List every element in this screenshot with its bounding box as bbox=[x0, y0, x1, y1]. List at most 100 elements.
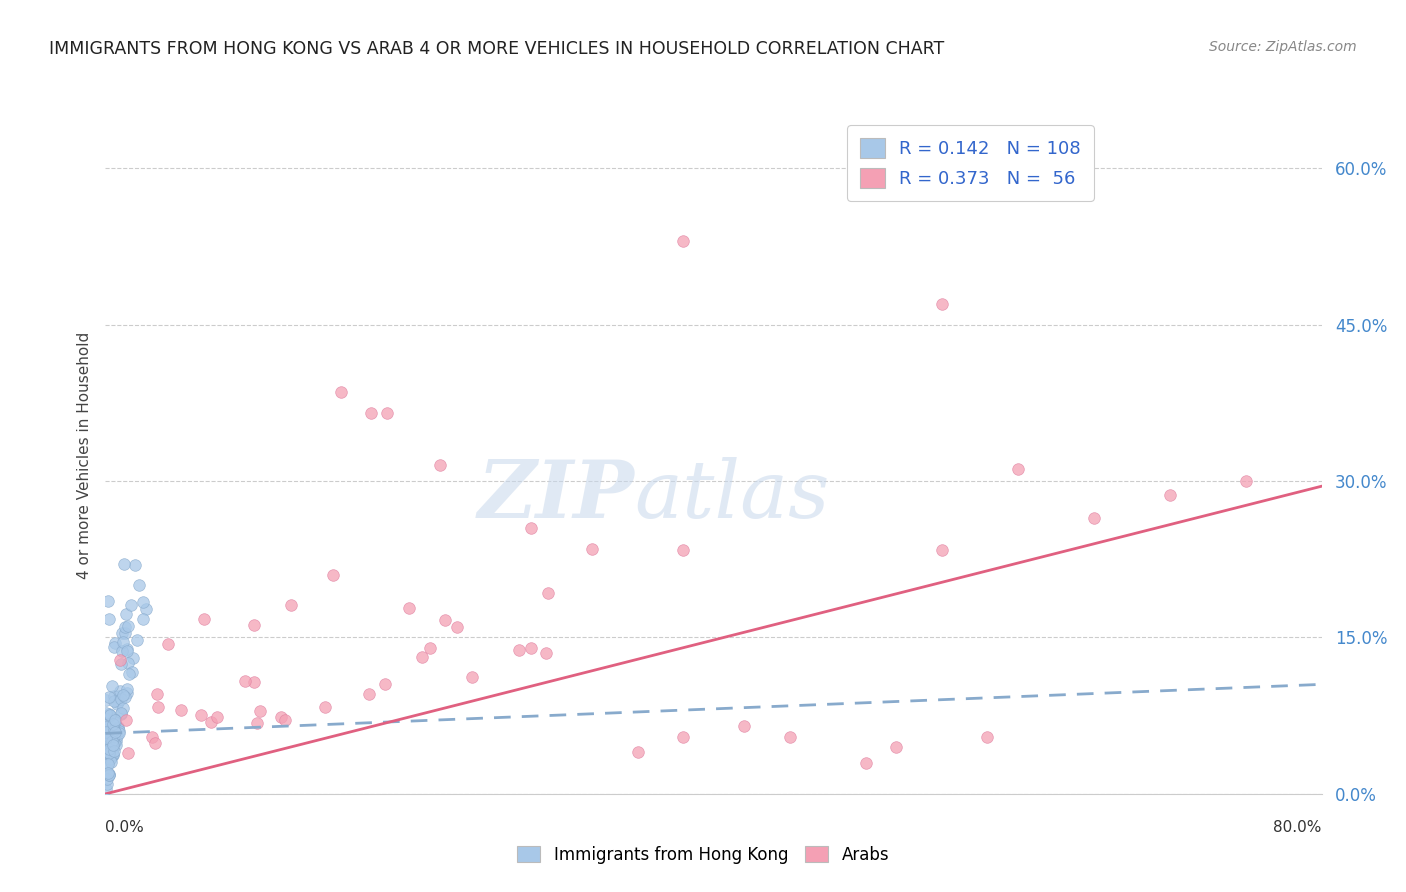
Point bbox=[96, 745, 118, 759]
Point bbox=[108, 723, 131, 738]
Point bbox=[274, 713, 297, 727]
Point bbox=[976, 730, 998, 744]
Point bbox=[96, 747, 118, 762]
Point bbox=[141, 731, 163, 745]
Point bbox=[114, 690, 136, 705]
Point bbox=[108, 689, 131, 703]
Point bbox=[124, 558, 146, 572]
Point bbox=[884, 739, 907, 754]
Text: ZIP: ZIP bbox=[478, 457, 634, 534]
Point bbox=[97, 740, 120, 755]
Point bbox=[97, 706, 120, 721]
Text: 0.0%: 0.0% bbox=[105, 821, 145, 835]
Point bbox=[98, 766, 121, 780]
Point bbox=[104, 727, 127, 741]
Point bbox=[145, 736, 167, 750]
Point bbox=[103, 694, 125, 708]
Point bbox=[114, 620, 136, 634]
Point bbox=[359, 687, 381, 701]
Point bbox=[120, 598, 142, 612]
Point bbox=[1234, 474, 1257, 488]
Text: IMMIGRANTS FROM HONG KONG VS ARAB 4 OR MORE VEHICLES IN HOUSEHOLD CORRELATION CH: IMMIGRANTS FROM HONG KONG VS ARAB 4 OR M… bbox=[49, 40, 945, 58]
Point bbox=[1159, 488, 1181, 502]
Legend: Immigrants from Hong Kong, Arabs: Immigrants from Hong Kong, Arabs bbox=[510, 839, 896, 871]
Point bbox=[96, 720, 118, 734]
Point bbox=[107, 726, 129, 740]
Point bbox=[115, 681, 138, 696]
Point bbox=[98, 690, 121, 704]
Point bbox=[115, 644, 138, 658]
Point bbox=[96, 725, 118, 739]
Point bbox=[104, 738, 127, 752]
Point bbox=[117, 619, 139, 633]
Point bbox=[110, 653, 132, 667]
Point bbox=[360, 406, 382, 420]
Point bbox=[931, 543, 953, 558]
Point bbox=[672, 542, 695, 557]
Point bbox=[98, 730, 121, 744]
Point bbox=[103, 689, 125, 703]
Point bbox=[134, 602, 156, 616]
Point bbox=[97, 765, 120, 780]
Point bbox=[111, 688, 134, 702]
Point bbox=[96, 772, 118, 786]
Point bbox=[100, 756, 122, 770]
Point bbox=[146, 699, 169, 714]
Point bbox=[104, 714, 127, 729]
Point bbox=[115, 713, 138, 727]
Text: Source: ZipAtlas.com: Source: ZipAtlas.com bbox=[1209, 40, 1357, 54]
Point bbox=[520, 640, 543, 655]
Point bbox=[117, 686, 139, 700]
Point bbox=[96, 728, 118, 742]
Point bbox=[96, 731, 118, 745]
Point bbox=[111, 643, 134, 657]
Point bbox=[96, 756, 118, 771]
Point bbox=[98, 731, 121, 746]
Point bbox=[101, 747, 124, 761]
Point bbox=[314, 699, 336, 714]
Point bbox=[100, 736, 122, 750]
Point bbox=[419, 641, 441, 656]
Text: 80.0%: 80.0% bbox=[1274, 821, 1322, 835]
Point bbox=[105, 734, 128, 748]
Point bbox=[110, 692, 132, 706]
Point bbox=[931, 296, 953, 310]
Point bbox=[411, 650, 433, 665]
Point bbox=[97, 756, 120, 771]
Point bbox=[107, 720, 129, 734]
Point bbox=[117, 747, 139, 761]
Point bbox=[96, 712, 118, 726]
Point bbox=[170, 703, 193, 717]
Point bbox=[107, 695, 129, 709]
Point bbox=[96, 781, 118, 796]
Point bbox=[110, 706, 132, 721]
Point bbox=[100, 750, 122, 764]
Point bbox=[103, 723, 125, 737]
Point bbox=[207, 710, 229, 724]
Y-axis label: 4 or more Vehicles in Household: 4 or more Vehicles in Household bbox=[76, 331, 91, 579]
Point bbox=[96, 731, 118, 745]
Point bbox=[103, 744, 125, 758]
Point bbox=[101, 737, 124, 751]
Point bbox=[97, 768, 120, 782]
Point bbox=[97, 715, 120, 730]
Point bbox=[103, 712, 125, 726]
Point bbox=[626, 745, 648, 759]
Point bbox=[536, 586, 558, 600]
Point bbox=[146, 687, 169, 701]
Point bbox=[779, 730, 801, 744]
Point bbox=[190, 708, 212, 723]
Point bbox=[103, 736, 125, 750]
Point bbox=[429, 458, 451, 473]
Point bbox=[672, 730, 695, 744]
Point bbox=[374, 676, 396, 690]
Point bbox=[1083, 511, 1105, 525]
Point bbox=[200, 715, 222, 730]
Point bbox=[249, 704, 271, 718]
Point bbox=[112, 558, 135, 572]
Point bbox=[132, 595, 155, 609]
Point bbox=[157, 637, 180, 651]
Point bbox=[121, 665, 143, 679]
Point bbox=[110, 706, 132, 720]
Point bbox=[270, 710, 292, 724]
